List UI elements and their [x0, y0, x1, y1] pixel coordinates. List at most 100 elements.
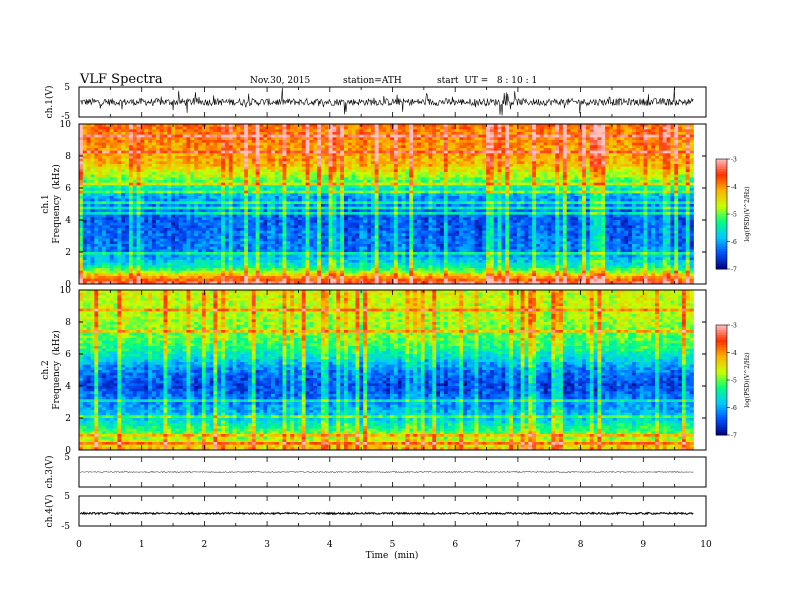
spectrogram-cell — [547, 150, 552, 154]
spectrogram-cell — [313, 185, 318, 189]
spectrogram-cell — [359, 132, 364, 136]
spectrogram-cell — [167, 188, 172, 192]
spectrogram-cell — [247, 201, 253, 205]
spectrogram-cell — [347, 166, 353, 170]
spectrogram-cell — [585, 188, 591, 192]
spectrogram-cell — [263, 140, 268, 144]
spectrogram-cell — [251, 174, 257, 178]
spectrogram-cell — [432, 198, 437, 202]
spectrogram-cell — [132, 182, 138, 186]
spectrogram-cell — [113, 142, 118, 146]
spectrogram-cell — [190, 124, 195, 128]
spectrogram-cell — [451, 145, 456, 149]
spectrogram-cell — [459, 164, 464, 168]
spectrogram-cell — [463, 177, 468, 181]
spectrogram-cell — [578, 174, 583, 178]
spectrogram-cell — [340, 185, 345, 189]
spectrogram-cell — [651, 153, 656, 157]
spectrogram-cell — [140, 150, 145, 154]
spectrogram-cell — [390, 177, 395, 181]
spectrogram-cell — [201, 177, 207, 181]
spectrogram-cell — [582, 145, 587, 149]
spectrogram-cell — [136, 156, 141, 160]
spectrogram-cell — [98, 188, 103, 192]
spectrogram-cell — [493, 153, 498, 157]
spectrogram-cell — [532, 158, 537, 162]
spectrogram-cell — [228, 148, 234, 152]
spectrogram-cell — [294, 132, 299, 136]
spectrogram-cell — [105, 180, 111, 184]
spectrogram-cell — [224, 137, 230, 141]
spectrogram-cell — [370, 193, 376, 197]
spectrogram-cell — [94, 177, 99, 181]
spectrogram-cell — [367, 142, 372, 146]
spectrogram-cell — [443, 204, 449, 208]
spectrogram-cell — [259, 180, 264, 184]
spectrogram-cell — [624, 129, 629, 133]
spectrogram-cell — [516, 132, 522, 136]
spectrogram-cell — [274, 169, 280, 173]
spectrogram-cell — [274, 185, 280, 189]
spectrogram-cell — [681, 177, 687, 181]
spectrogram-cell — [328, 150, 333, 154]
spectrogram-cell — [228, 174, 234, 178]
spectrogram-cell — [466, 132, 472, 136]
spectrogram-cell — [405, 172, 410, 176]
spectrogram-cell — [163, 156, 168, 160]
spectrogram-cell — [175, 126, 180, 130]
spectrogram-cell — [505, 150, 510, 154]
spectrogram-cell — [105, 161, 111, 165]
spectrogram-cell — [597, 204, 602, 208]
spectrogram-cell — [171, 198, 176, 202]
spectrogram-cell — [301, 182, 306, 186]
spectrogram-cell — [274, 134, 280, 138]
spectrogram-cell — [401, 129, 406, 133]
spectrogram-cell — [113, 180, 118, 184]
spectrogram-cell — [313, 153, 318, 157]
spectrogram-cell — [632, 196, 637, 200]
spectrogram-cell — [343, 150, 349, 154]
spectrogram-cell — [324, 124, 330, 128]
spectrogram-cell — [624, 204, 629, 208]
spectrogram-cell — [512, 164, 518, 168]
spectrogram-cell — [616, 185, 621, 189]
spectrogram-cell — [478, 137, 483, 141]
spectrogram-cell — [221, 142, 226, 146]
spectrogram-cell — [416, 172, 422, 176]
spectrogram-cell — [447, 137, 452, 141]
spectrogram-cell — [593, 158, 598, 162]
spectrogram-cell — [136, 134, 141, 138]
spectrogram-cell — [217, 164, 222, 168]
spectrogram-cell — [86, 182, 91, 186]
spectrogram-cell — [313, 169, 318, 173]
spectrogram-cell — [482, 201, 487, 205]
spectrogram-cell — [86, 132, 91, 136]
spectrogram-cell — [113, 185, 118, 189]
spectrogram-cell — [647, 145, 652, 149]
spectrogram-cell — [528, 153, 533, 157]
spectrogram-cell — [612, 150, 618, 154]
spectrogram-cell — [328, 126, 333, 130]
spectrogram-cell — [647, 150, 652, 154]
spectrogram-cell — [601, 150, 606, 154]
spectrogram-cell — [332, 150, 337, 154]
spectrogram-cell — [459, 185, 464, 189]
spectrogram-cell — [455, 174, 460, 178]
spectrogram-cell — [436, 134, 441, 138]
spectrogram-cell — [482, 129, 487, 133]
spectrogram-cell — [655, 180, 660, 184]
spectrogram-cell — [643, 137, 648, 141]
spectrogram-cell — [209, 204, 214, 208]
spectrogram-cell — [501, 145, 506, 149]
spectrogram-cell — [382, 129, 387, 133]
spectrogram-cell — [658, 148, 664, 152]
spectrogram-cell — [509, 126, 514, 130]
spectrogram-cell — [224, 177, 230, 181]
spectrogram-cell — [397, 150, 402, 154]
spectrogram-cell — [336, 196, 341, 200]
spectrogram-cell — [401, 169, 406, 173]
spectrogram-cell — [86, 185, 91, 189]
spectrogram-cell — [247, 182, 253, 186]
spectrogram-cell — [547, 204, 552, 208]
spectrogram-cell — [597, 134, 602, 138]
